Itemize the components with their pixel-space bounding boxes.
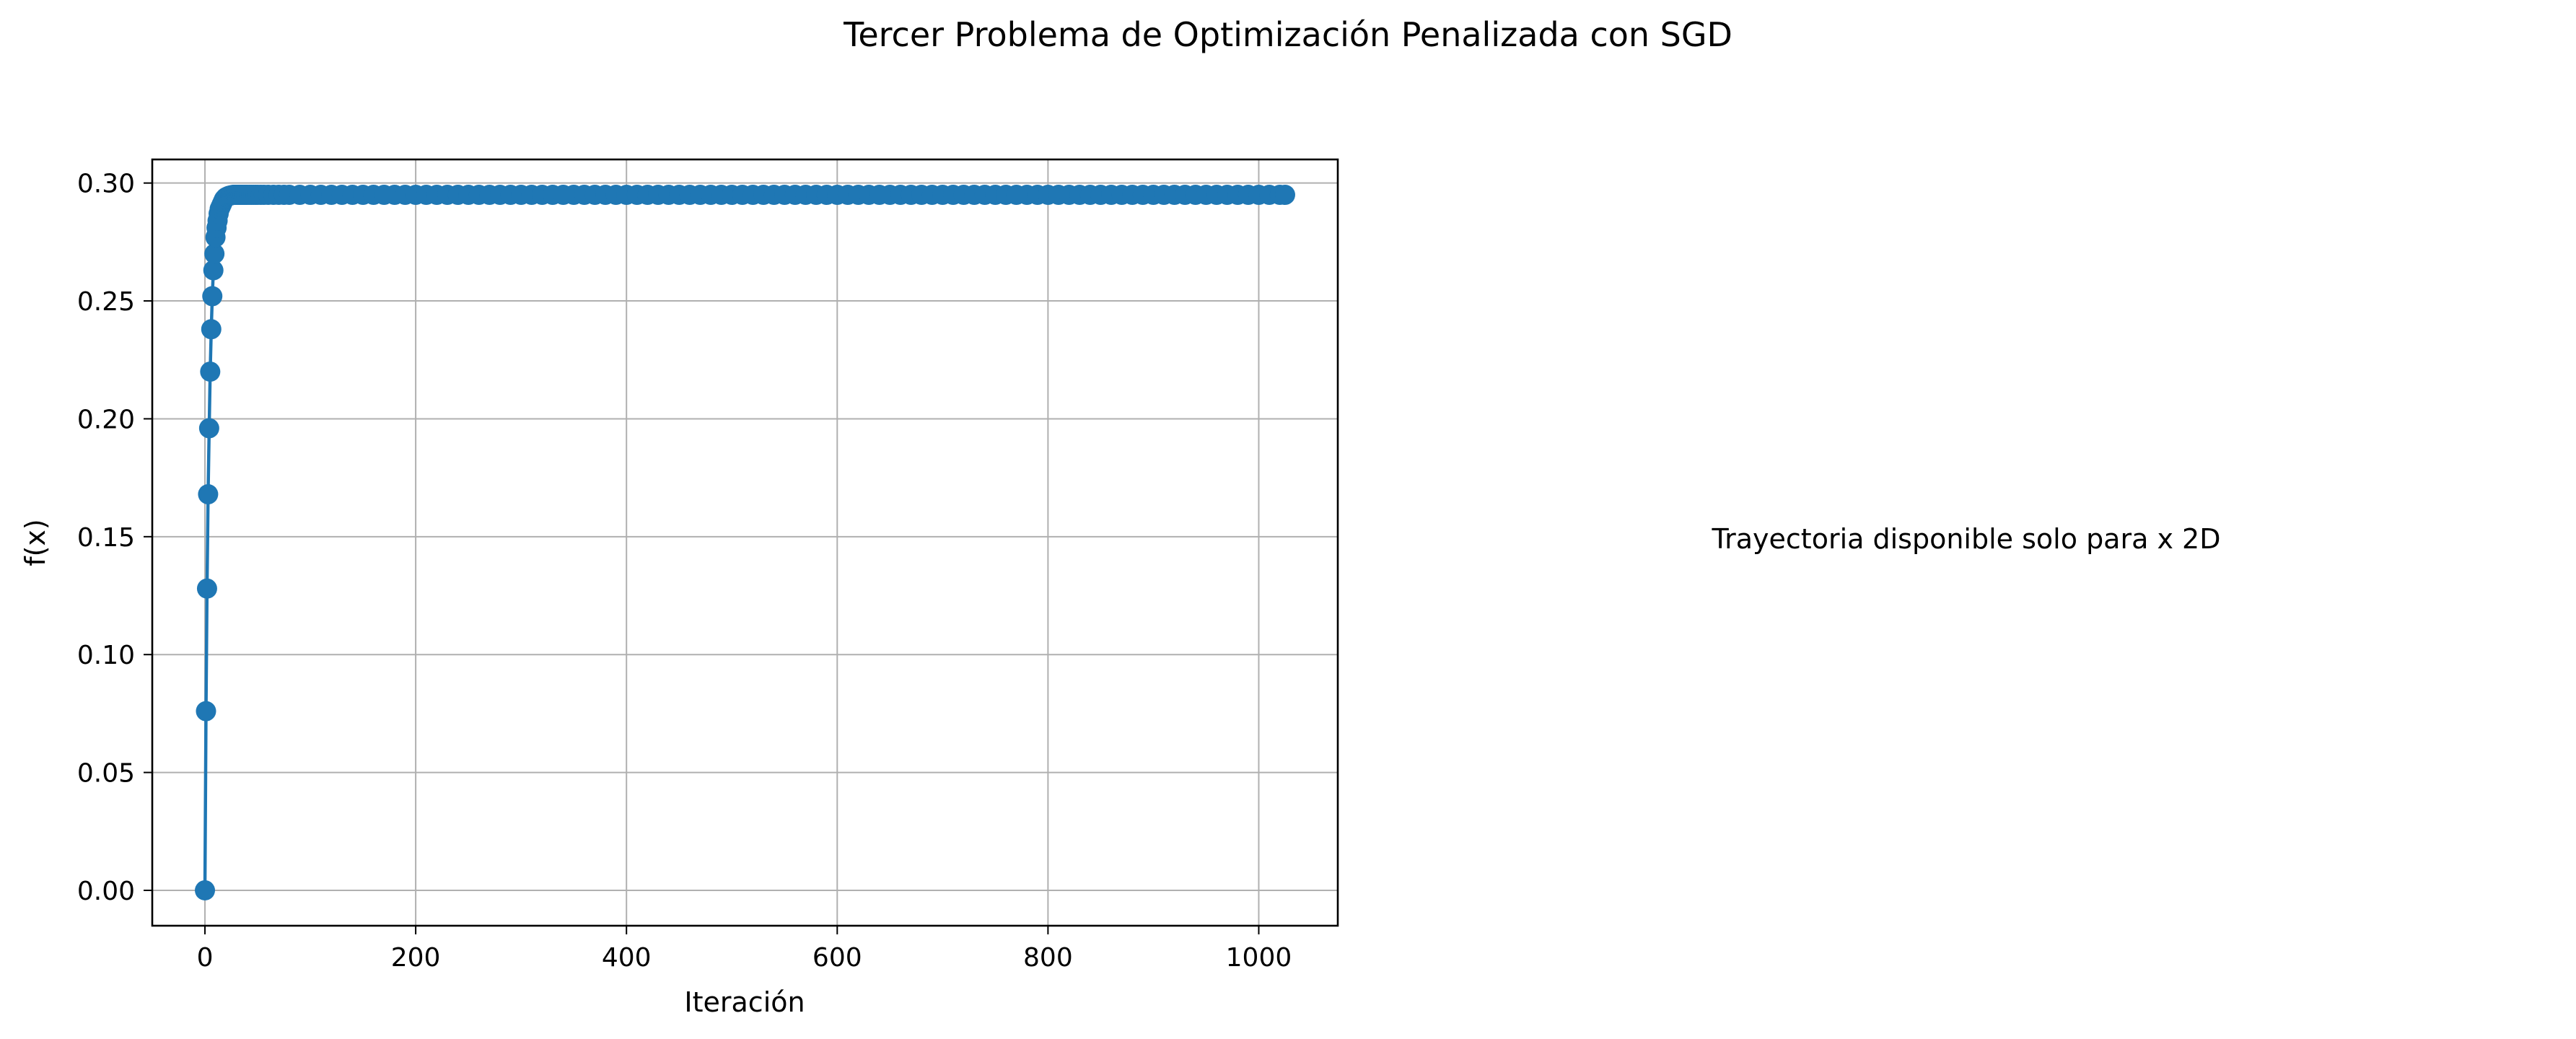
right-panel-message: Trayectoria disponible solo para x 2D [1712,523,2221,555]
x-tick-label: 0 [197,943,214,973]
y-tick-label: 0.10 [77,641,135,670]
data-point [200,361,221,382]
data-point [203,260,224,281]
data-point [196,578,217,599]
y-tick-label: 0.05 [77,759,135,789]
x-tick-label: 400 [602,943,652,973]
data-point [204,243,225,264]
data-point [196,701,216,722]
y-axis-label: f(x) [19,519,51,566]
x-tick-label: 200 [391,943,441,973]
data-point [198,418,219,439]
data-point [198,484,219,505]
x-axis-label: Iteración [684,986,805,1018]
x-tick-label: 800 [1023,943,1073,973]
line-chart: 0 200 400 600 800 1000 0.00 0.05 0.10 0.15 0.20 0.2… [19,158,1339,1018]
y-tick-label: 0.00 [77,877,135,906]
data-point [1274,185,1295,206]
axis-ticks: 0 200 400 600 800 1000 0.00 0.05 0.10 0.15 0.20 0.2… [77,170,1292,973]
data-point [195,880,216,900]
y-tick-label: 0.20 [77,405,135,434]
y-tick-label: 0.25 [77,287,135,317]
figure-title: Tercer Problema de Optimización Penaliza… [843,15,1732,54]
x-tick-label: 600 [812,943,862,973]
x-tick-label: 1000 [1226,943,1292,973]
data-point [201,319,222,340]
grid [152,159,1338,926]
axes-frame [151,158,1339,927]
data-point [202,286,223,307]
y-tick-label: 0.15 [77,523,135,553]
y-tick-label: 0.30 [77,170,135,199]
data-series [195,185,1295,900]
